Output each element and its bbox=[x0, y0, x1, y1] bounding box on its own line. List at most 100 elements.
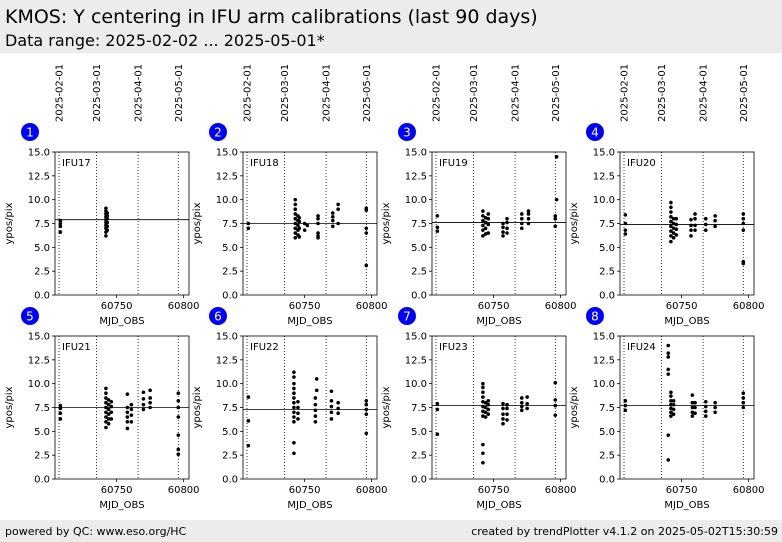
data-point bbox=[669, 229, 673, 233]
panel-number: 1 bbox=[26, 126, 34, 140]
data-point bbox=[669, 224, 673, 229]
data-point bbox=[435, 229, 440, 233]
data-point bbox=[671, 412, 676, 416]
data-point bbox=[105, 211, 110, 215]
data-point bbox=[501, 421, 505, 426]
data-point bbox=[623, 408, 628, 413]
panel-number: 6 bbox=[214, 310, 222, 324]
x-axis-label: MJD_OBS bbox=[287, 500, 332, 511]
data-point bbox=[58, 218, 63, 223]
data-point bbox=[148, 388, 152, 393]
data-point bbox=[105, 220, 110, 225]
data-point bbox=[741, 396, 746, 400]
data-point bbox=[292, 405, 296, 410]
data-point bbox=[58, 411, 63, 416]
data-point bbox=[296, 405, 300, 410]
data-point bbox=[671, 402, 676, 407]
data-point bbox=[486, 412, 491, 416]
data-point bbox=[486, 212, 491, 216]
data-point bbox=[505, 220, 509, 225]
x-axis-label: MJD_OBS bbox=[99, 316, 144, 327]
data-point bbox=[336, 207, 340, 211]
data-point bbox=[104, 420, 108, 424]
data-point bbox=[329, 404, 334, 409]
data-point bbox=[296, 417, 300, 421]
data-point bbox=[671, 236, 676, 240]
data-point bbox=[741, 221, 746, 226]
data-point bbox=[703, 409, 708, 414]
y-tick-label: 5.0 bbox=[411, 243, 427, 254]
data-point bbox=[486, 231, 491, 235]
data-point bbox=[674, 233, 679, 237]
date-label: 2025-02-01 bbox=[432, 64, 443, 122]
data-point bbox=[671, 399, 676, 403]
data-point bbox=[669, 200, 673, 205]
panel-number: 2 bbox=[214, 126, 222, 140]
panel-number: 3 bbox=[403, 126, 411, 140]
y-tick-label: 7.5 bbox=[411, 403, 427, 414]
data-point bbox=[669, 390, 673, 395]
data-point bbox=[693, 223, 697, 228]
x-axis-label: MJD_OBS bbox=[476, 500, 521, 511]
data-point bbox=[435, 214, 440, 218]
ifu-label: IFU21 bbox=[62, 342, 91, 353]
x-tick-label: 60750 bbox=[289, 485, 321, 496]
panel-number: 8 bbox=[591, 310, 599, 324]
y-tick-label: 15.0 bbox=[405, 332, 427, 343]
x-tick-label: 60750 bbox=[101, 301, 133, 312]
data-point bbox=[713, 410, 717, 415]
data-point bbox=[125, 392, 130, 396]
footer-credit[interactable]: powered by QC: www.eso.org/HC bbox=[5, 525, 187, 538]
data-point bbox=[481, 460, 485, 465]
data-point bbox=[313, 414, 318, 418]
y-tick-label: 7.5 bbox=[411, 219, 427, 230]
data-point bbox=[176, 452, 181, 457]
ifu-label: IFU17 bbox=[62, 158, 91, 169]
data-point bbox=[703, 414, 708, 418]
data-point bbox=[364, 412, 369, 416]
data-point bbox=[316, 216, 320, 221]
data-point bbox=[553, 413, 558, 417]
y-tick-label: 12.5 bbox=[216, 355, 238, 366]
data-point bbox=[669, 402, 673, 407]
data-point bbox=[316, 214, 320, 218]
y-tick-label: 5.0 bbox=[34, 427, 50, 438]
data-point bbox=[671, 407, 676, 412]
y-tick-label: 0.0 bbox=[34, 291, 50, 302]
data-point bbox=[483, 220, 488, 225]
y-tick-label: 12.5 bbox=[28, 171, 50, 182]
data-point bbox=[481, 218, 485, 223]
y-tick-label: 15.0 bbox=[216, 332, 238, 343]
data-point bbox=[125, 420, 130, 424]
y-tick-label: 10.0 bbox=[593, 379, 615, 390]
footer-bar: powered by QC: www.eso.org/HC created by… bbox=[0, 520, 782, 542]
y-axis-label: ypos/pix bbox=[569, 386, 580, 428]
data-point bbox=[104, 396, 108, 400]
data-point bbox=[329, 410, 334, 415]
data-point bbox=[525, 406, 529, 411]
data-point bbox=[176, 399, 181, 403]
y-tick-label: 0.0 bbox=[411, 291, 427, 302]
data-point bbox=[364, 263, 369, 268]
data-point bbox=[141, 407, 146, 412]
y-tick-label: 2.5 bbox=[222, 451, 238, 462]
data-point bbox=[669, 215, 673, 219]
panel-number-badge bbox=[586, 307, 604, 325]
data-point bbox=[553, 380, 558, 385]
data-point bbox=[246, 226, 251, 231]
x-tick-label: 60750 bbox=[478, 301, 510, 312]
data-point bbox=[501, 412, 505, 416]
data-point bbox=[519, 226, 524, 231]
data-point bbox=[501, 401, 505, 406]
data-point bbox=[483, 405, 488, 410]
data-point bbox=[364, 231, 369, 235]
data-point bbox=[106, 398, 111, 402]
date-label: 2025-04-01 bbox=[322, 64, 333, 122]
x-tick-label: 60800 bbox=[356, 485, 388, 496]
data-point bbox=[106, 412, 111, 416]
data-point bbox=[292, 391, 296, 396]
y-tick-label: 5.0 bbox=[222, 243, 238, 254]
data-point bbox=[623, 228, 628, 232]
data-point bbox=[313, 396, 318, 400]
